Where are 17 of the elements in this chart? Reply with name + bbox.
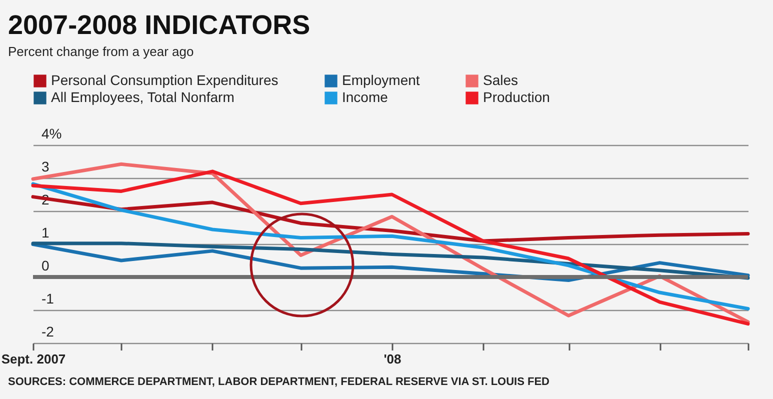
chart-title: 2007-2008 INDICATORS xyxy=(8,10,310,40)
legend-label: Production xyxy=(483,89,550,105)
x-tick-label: '08 xyxy=(384,352,402,366)
legend-label: Income xyxy=(342,89,388,105)
legend-label: Sales xyxy=(483,72,518,88)
y-tick-label: 4% xyxy=(42,126,62,142)
x-tick-label: Sept. 2007 xyxy=(1,352,66,366)
source-note: SOURCES: COMMERCE DEPARTMENT, LABOR DEPARTMENT, FEDERAL RESERVE VIA ST. LOUIS FED xyxy=(8,376,550,388)
y-tick-label: 3 xyxy=(42,158,50,174)
y-tick-label: 0 xyxy=(42,258,50,274)
y-tick-label: -2 xyxy=(42,324,54,340)
y-tick-label: 1 xyxy=(42,224,50,240)
legend-label: All Employees, Total Nonfarm xyxy=(51,89,234,105)
chart-subtitle: Percent change from a year ago xyxy=(8,44,194,59)
legend-label: Employment xyxy=(342,72,420,88)
y-tick-label: -1 xyxy=(42,290,54,306)
legend-label: Personal Consumption Expenditures xyxy=(51,72,278,88)
